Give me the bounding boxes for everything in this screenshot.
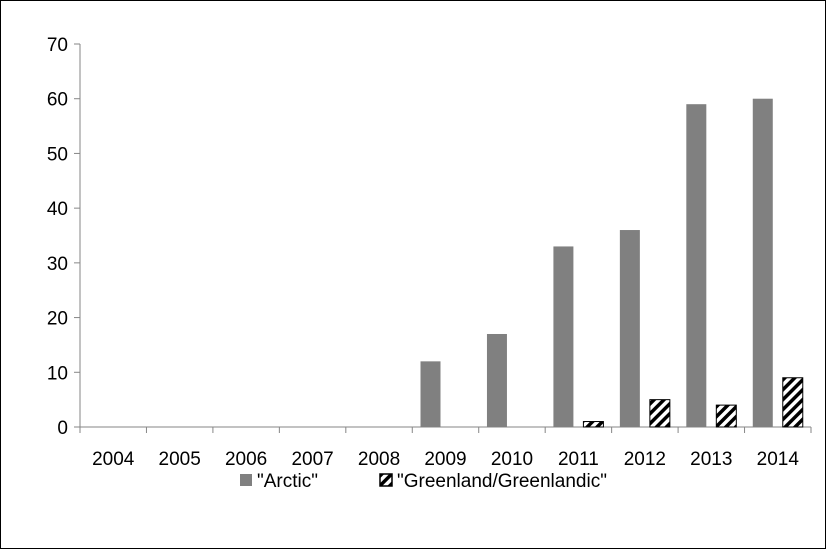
x-tick-label: 2012: [624, 449, 666, 470]
bar-arctic: [420, 361, 441, 427]
legend-swatch-greenland: [379, 473, 393, 487]
y-axis: 0 10 20 30 40 50 60 70: [47, 35, 81, 439]
bar-arctic: [553, 246, 574, 427]
y-tick-label: 0: [57, 418, 68, 439]
y-tick-label: 20: [47, 309, 68, 330]
x-tick-label: 2007: [291, 449, 333, 470]
y-tick-label: 10: [47, 363, 68, 384]
x-tick-label: 2010: [491, 449, 533, 470]
legend-label-arctic: "Arctic": [257, 471, 318, 492]
y-tick-label: 50: [47, 144, 68, 165]
bar-arctic: [486, 333, 507, 427]
y-tick-label: 60: [47, 90, 68, 111]
bar-greenland: [649, 399, 671, 428]
bar-greenland: [582, 421, 604, 428]
bar-greenland: [715, 404, 737, 428]
bars: [420, 98, 804, 428]
bar-arctic: [752, 98, 773, 427]
x-tick-label: 2004: [92, 449, 135, 470]
x-tick-label: 2014: [757, 449, 800, 470]
legend: "Arctic" "Greenland/Greenlandic": [240, 471, 607, 492]
x-tick-label: 2009: [424, 449, 466, 470]
bar-greenland: [782, 377, 804, 428]
x-tick-label: 2011: [558, 449, 599, 470]
y-tick-label: 30: [47, 254, 68, 275]
bar-arctic: [619, 230, 640, 427]
legend-swatch-arctic: [240, 474, 252, 486]
x-tick-label: 2008: [358, 449, 400, 470]
x-axis: 2004 2005 2006 2007 2008 2009 2010 2011 2012 2013…: [79, 426, 812, 470]
x-tick-label: 2013: [690, 449, 732, 470]
y-tick-label: 40: [47, 199, 68, 220]
legend-label-greenland: "Greenland/Greenlandic": [397, 471, 607, 492]
x-tick-label: 2006: [225, 449, 267, 470]
x-tick-label: 2005: [159, 449, 201, 470]
bar-arctic: [686, 104, 707, 427]
y-tick-label: 70: [47, 35, 68, 56]
